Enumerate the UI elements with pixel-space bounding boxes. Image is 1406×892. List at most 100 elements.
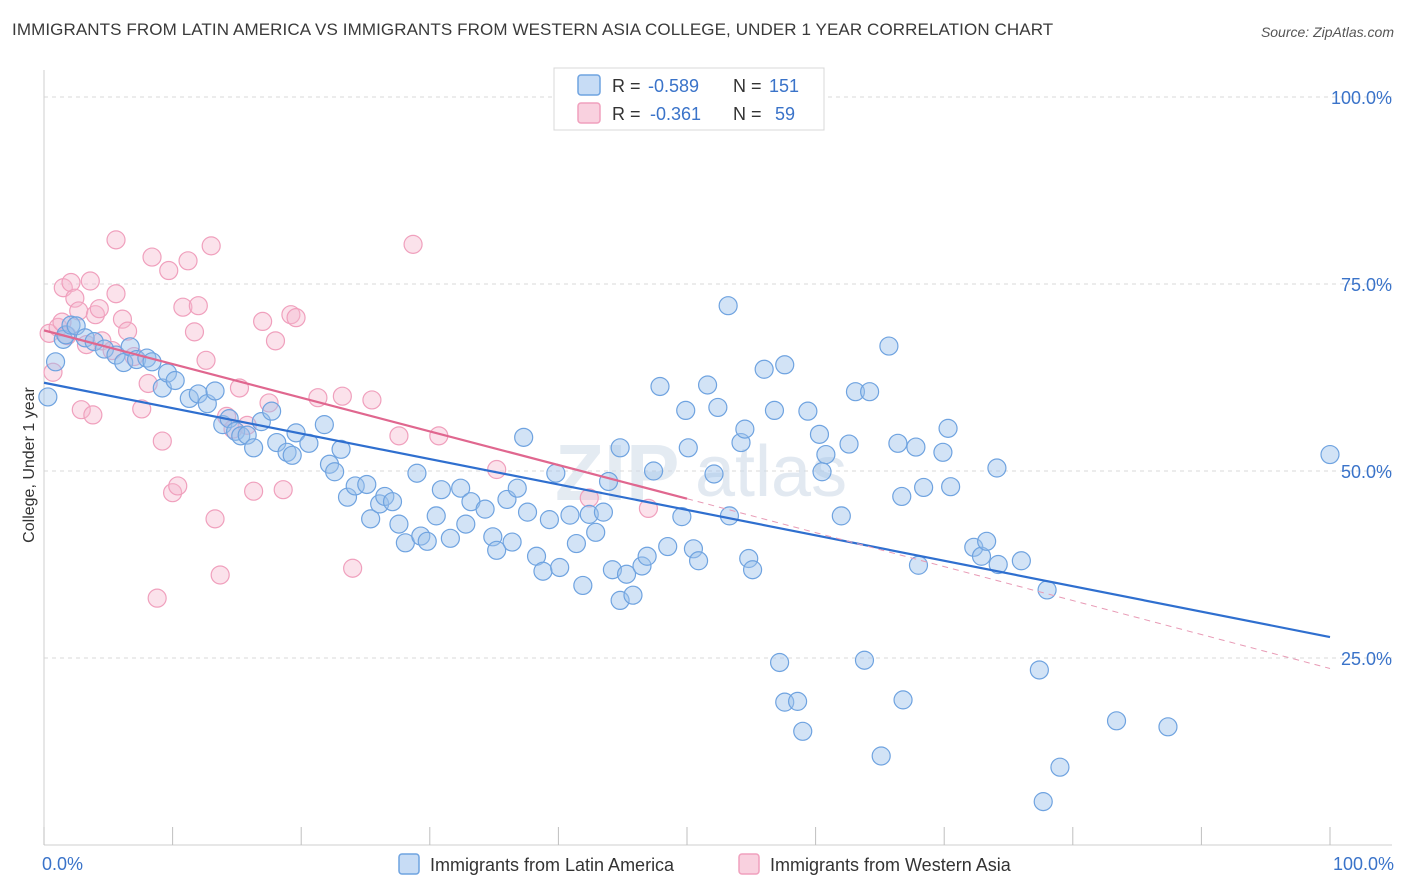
latin-america-point-120 [892,486,912,507]
latin-america-point-118 [879,336,899,356]
western-asia-point-9 [71,400,91,420]
legend-n-label-2: N = [733,104,762,124]
latin-america-point-82 [632,556,652,576]
latin-america-point-86 [658,536,678,557]
western-asia-point-52 [362,390,382,410]
latin-america-trend-line [43,381,1331,639]
legend-r-value-2: -0.361 [650,104,701,124]
western-asia-point-17 [106,284,126,304]
latin-america-point-21 [205,381,225,401]
latin-america-point-91 [688,551,709,571]
western-asia-point-54 [403,234,423,254]
bottom-legend: Immigrants from Latin America Immigrants… [398,853,1012,875]
latin-america-point-127 [941,477,961,497]
latin-america-point-114 [845,382,866,402]
latin-america-point-137 [1050,757,1070,777]
latin-america-point-70 [560,505,580,525]
source-label: Source: ZipAtlas.com [1260,24,1394,40]
latin-america-point-14 [142,352,162,372]
latin-america-point-27 [244,438,264,458]
latin-america-point-59 [487,540,507,560]
y-axis-label: College, Under 1 year [21,387,38,543]
western-asia-point-22 [132,399,152,419]
latin-america-point-55 [456,514,476,534]
latin-america-point-139 [1158,717,1178,737]
western-asia-point-33 [188,296,208,316]
latin-america-point-48 [407,463,427,483]
western-asia-point-45 [265,331,286,351]
latin-america-point-38 [331,439,351,459]
western-asia-point-36 [205,509,225,529]
tick-labels: 100.0% 75.0% 50.0% 25.0% 0.0% 100.0% [42,88,1394,874]
y-tick-label-3: 25.0% [1341,649,1392,669]
latin-america-point-96 [719,506,740,526]
legend-swatch-blue [577,74,601,96]
latin-america-point-73 [579,504,599,524]
western-asia-point-35 [201,236,221,256]
latin-america-point-84 [643,461,664,481]
latin-america-point-133 [1011,551,1031,571]
western-asia-point-57 [579,488,599,508]
western-asia-point-7 [65,288,85,308]
latin-america-point-54 [451,478,471,498]
latin-america-point-18 [179,388,199,409]
western-asia-point-37 [210,565,230,585]
latin-america-point-93 [704,464,724,484]
latin-america-point-100 [742,560,763,580]
western-asia-point-48 [286,308,306,328]
latin-america-point-80 [616,564,637,584]
western-asia-point-24 [142,247,162,267]
y-tick-label-2: 50.0% [1341,462,1392,482]
latin-america-point-64 [517,502,538,522]
western-asia-point-42 [244,481,264,501]
latin-america-point-72 [573,575,593,596]
western-asia-point-30 [173,297,193,317]
latin-america-point-63 [514,427,534,447]
latin-america-point-41 [357,474,377,495]
western-asia-point-18 [106,230,126,250]
latin-america-point-101 [754,359,774,379]
latin-america-point-49 [411,526,431,546]
latin-america-point-135 [1033,792,1053,812]
latin-america-point-107 [793,721,813,741]
legend-swatch-pink [577,102,601,124]
latin-america-point-77 [602,560,623,580]
latin-america-point-115 [854,650,875,670]
latin-america-point-57 [475,499,495,519]
latin-america-point-69 [550,557,570,578]
latin-america-point-53 [440,528,460,548]
latin-america-point-78 [610,438,630,458]
latin-america-point-138 [1106,711,1127,731]
latin-america-point-75 [593,502,614,522]
latin-america-point-71 [566,533,587,554]
western-asia-point-43 [253,311,273,331]
western-asia-point-56 [487,459,507,480]
latin-america-point-67 [539,510,559,530]
latin-america-point-134 [1029,660,1049,680]
latin-america-point-30 [267,432,287,453]
latin-america-point-50 [417,531,437,551]
latin-america-point-37 [325,462,345,482]
latin-america-point-108 [798,401,818,421]
latin-america-point-25 [231,426,251,446]
y-tick-label-1: 75.0% [1341,275,1392,295]
latin-america-point-0 [38,387,58,407]
bottom-legend-swatch-blue [398,853,420,875]
latin-america-point-51 [426,506,446,526]
latin-america-point-52 [431,480,451,500]
latin-america-point-117 [871,746,891,766]
western-asia-point-11 [80,271,100,291]
x-tick-label-1: 100.0% [1333,854,1394,874]
western-asia-point-12 [83,405,103,425]
latin-america-point-130 [977,531,997,551]
latin-america-point-83 [637,546,657,566]
latin-america-point-32 [282,445,302,465]
latin-america-point-102 [764,400,785,421]
latin-america-point-45 [382,492,403,512]
latin-america-point-111 [816,444,836,465]
chart-title: IMMIGRANTS FROM LATIN AMERICA VS IMMIGRA… [12,20,1054,39]
gridlines [44,96,1392,659]
latin-america-point-109 [809,424,830,444]
latin-america-point-94 [708,397,728,418]
